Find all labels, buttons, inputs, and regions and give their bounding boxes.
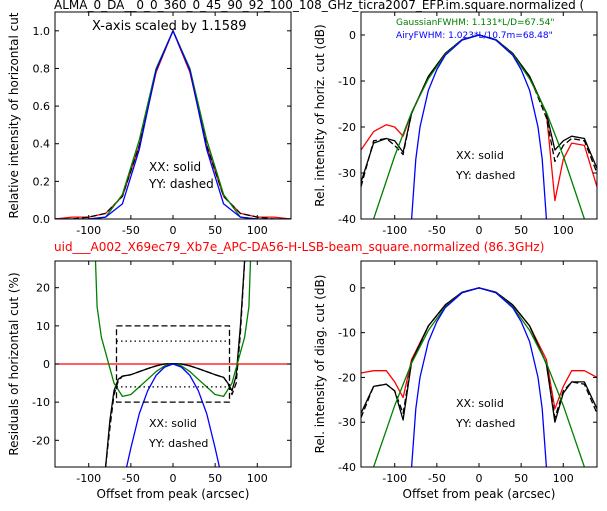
x-tick-label: -100 — [76, 224, 101, 237]
series-blue-solid-4 — [410, 287, 548, 467]
annotation: XX: solid — [456, 149, 504, 162]
y-tick-label: -20 — [32, 434, 50, 447]
x-tick-label: -100 — [76, 472, 101, 485]
y-tick-label: 0.2 — [33, 175, 51, 188]
axes-frame — [360, 11, 598, 220]
panel-p1: -100 -50 0 50 100 0.0 0.2 0.4 0.6 0.8 1.0 Relative … — [7, 11, 292, 237]
x-tick-label: 50 — [208, 224, 222, 237]
annotation: X-axis scaled by 1.1589 — [92, 19, 247, 34]
series-blue-solid-3 — [55, 30, 291, 219]
annotation: XX: solid — [456, 397, 504, 410]
series-green-solid-3 — [372, 287, 586, 467]
y-tick-label: 0.4 — [33, 138, 51, 151]
y-tick-label: 0.8 — [33, 62, 51, 75]
plot-area — [361, 34, 597, 219]
x-tick-label: -100 — [382, 224, 407, 237]
annotation: YY: dashed — [455, 417, 515, 430]
x-tick-label: 100 — [553, 472, 574, 485]
annotation: XX: solid — [149, 160, 201, 174]
y-axis-label: Residuals of horizontal cut (%) — [7, 272, 21, 455]
annotation: YY: dashed — [148, 177, 214, 191]
y-tick-label: 0 — [349, 282, 356, 295]
x-axis-label: Offset from peak (arcsec) — [97, 487, 250, 501]
figure-title: ALMA_0_DA__0_0_360_0_45_90_92_100_108_GH… — [54, 0, 584, 12]
y-tick-label: 20 — [36, 282, 50, 295]
y-tick-label: -10 — [338, 327, 356, 340]
y-tick-label: 1.0 — [33, 25, 51, 38]
series-red-solid-0 — [361, 287, 597, 410]
x-tick-label: -50 — [428, 472, 446, 485]
y-tick-label: 0.6 — [33, 100, 51, 113]
y-tick-label: -20 — [338, 121, 356, 134]
annotation: XX: solid — [149, 417, 197, 430]
plot-area — [361, 287, 597, 467]
x-axis-label: Offset from peak (arcsec) — [403, 487, 556, 501]
x-tick-label: 100 — [247, 224, 268, 237]
y-tick-label: -40 — [338, 213, 356, 226]
series-black-dashed-1 — [361, 34, 597, 187]
x-tick-label: 50 — [208, 472, 222, 485]
y-tick-label: 0 — [349, 29, 356, 42]
x-tick-label: 0 — [170, 224, 177, 237]
y-axis-label: Relative intensity of horizontal cut — [7, 12, 21, 218]
annotation: YY: dashed — [455, 169, 515, 182]
x-tick-label: -50 — [428, 224, 446, 237]
plot-area — [55, 261, 291, 467]
x-tick-label: -50 — [122, 224, 140, 237]
plot-area — [55, 30, 291, 219]
x-tick-label: 50 — [514, 472, 528, 485]
y-tick-label: -10 — [338, 75, 356, 88]
axes-frame — [360, 260, 598, 468]
x-tick-label: 0 — [170, 472, 177, 485]
y-axis-label: Rel. intensity of horiz. cut (dB) — [313, 24, 327, 206]
y-tick-label: 0.0 — [33, 213, 51, 226]
x-tick-label: 50 — [514, 224, 528, 237]
y-tick-label: -30 — [338, 416, 356, 429]
y-axis-label: Rel. intensity of diag. cut (dB) — [313, 275, 327, 454]
annotation: GaussianFWHM: 1.131*L/D=67.54" — [396, 18, 554, 28]
series-green-solid-3 — [94, 261, 252, 398]
x-tick-label: -100 — [382, 472, 407, 485]
panel-p2: -100 -50 0 50 100 0 -10 -20 -30 -40 Rel. intensity… — [313, 11, 598, 237]
x-tick-label: 0 — [476, 224, 483, 237]
x-tick-label: 100 — [553, 224, 574, 237]
annotation: AiryFWHM: 1.023*L/10.7m=68.48" — [396, 31, 553, 41]
figure-subtitle: uid___A002_X69ec79_Xb7e_APC-DA56-H-LSB-b… — [54, 240, 544, 254]
y-tick-label: -30 — [338, 167, 356, 180]
y-tick-label: 10 — [36, 320, 50, 333]
y-tick-label: -10 — [32, 396, 50, 409]
series-green-solid-3 — [372, 34, 586, 219]
annotation: YY: dashed — [148, 437, 208, 450]
x-tick-label: -50 — [122, 472, 140, 485]
x-tick-label: 0 — [476, 472, 483, 485]
series-black-dashed-5 — [115, 325, 231, 403]
y-tick-label: -40 — [338, 461, 356, 474]
y-tick-label: 0 — [43, 358, 50, 371]
series-blue-solid-4 — [410, 34, 548, 219]
panel-p4: -100 -50 0 50 100 0 -10 -20 -30 -40 Rel. intensity… — [313, 260, 598, 501]
y-tick-label: -20 — [338, 371, 356, 384]
series-blue-solid-4 — [125, 363, 221, 467]
x-tick-label: 100 — [247, 472, 268, 485]
